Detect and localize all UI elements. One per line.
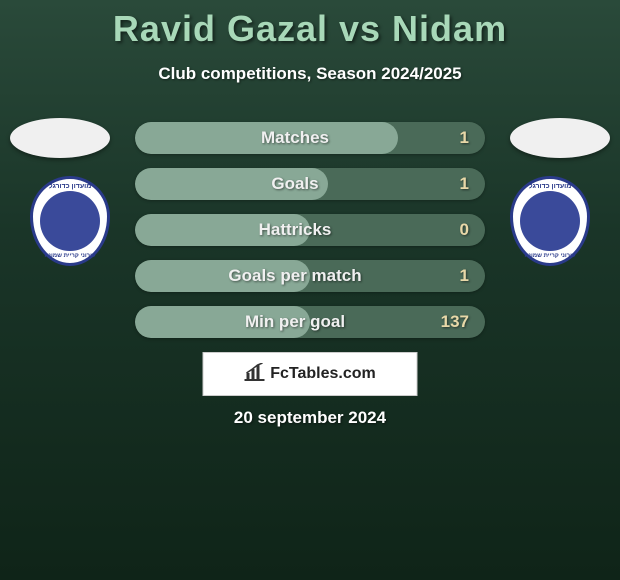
page-title: Ravid Gazal vs Nidam (0, 0, 620, 50)
stat-value: 1 (439, 266, 469, 286)
stat-row-hattricks: Hattricks 0 (135, 214, 485, 246)
footer-brand-box[interactable]: FcTables.com (203, 352, 418, 396)
badge-text-top: מועדון כדורגל (513, 183, 587, 190)
stat-label: Min per goal (151, 312, 439, 332)
badge-text-bottom: עירוני קריית שמונה (33, 253, 107, 259)
stat-value: 1 (439, 174, 469, 194)
subtitle: Club competitions, Season 2024/2025 (0, 64, 620, 84)
chart-icon (244, 363, 264, 386)
stat-value: 137 (439, 312, 469, 332)
stat-value: 1 (439, 128, 469, 148)
club-badge-right: מועדון כדורגל עירוני קריית שמונה (500, 178, 600, 263)
stats-container: Matches 1 Goals 1 Hattricks 0 Goals per … (135, 122, 485, 352)
stat-label: Goals per match (151, 266, 439, 286)
stat-row-mpg: Min per goal 137 (135, 306, 485, 338)
stat-label: Goals (151, 174, 439, 194)
stat-label: Matches (151, 128, 439, 148)
footer-brand-text: FcTables.com (270, 365, 376, 383)
badge-text-bottom: עירוני קריית שמונה (513, 253, 587, 259)
date-text: 20 september 2024 (0, 408, 620, 428)
stat-row-matches: Matches 1 (135, 122, 485, 154)
club-badge-left: מועדון כדורגל עירוני קריית שמונה (20, 178, 120, 263)
player-avatar-right (510, 118, 610, 158)
stat-label: Hattricks (151, 220, 439, 240)
badge-text-top: מועדון כדורגל (33, 183, 107, 190)
stat-value: 0 (439, 220, 469, 240)
player-avatar-left (10, 118, 110, 158)
stat-row-goals: Goals 1 (135, 168, 485, 200)
stat-row-gpm: Goals per match 1 (135, 260, 485, 292)
